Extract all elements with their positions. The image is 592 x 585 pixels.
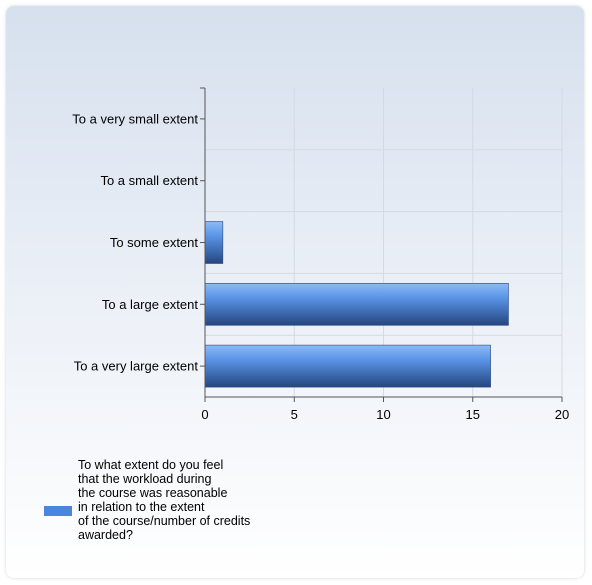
legend-label: To what extent do you feel that the work… [78,458,251,542]
category-label: To a very large extent [74,359,199,374]
category-label: To a small extent [100,173,198,188]
legend: To what extent do you feel that the work… [44,458,344,578]
x-tick-label: 15 [466,407,480,422]
bar-3 [204,282,509,326]
labels: To a very small extent To a small extent T… [72,111,569,422]
x-tick-label: 0 [201,407,208,422]
bar-2 [204,221,224,264]
x-tick-label: 10 [376,407,390,422]
category-label: To a very small extent [72,111,198,126]
x-tick-label: 5 [291,407,298,422]
category-label: To some extent [110,235,199,250]
legend-swatch [44,506,72,516]
category-label: To a large extent [102,297,199,312]
bar-4 [204,344,491,388]
bars [204,221,509,388]
x-tick-label: 20 [555,407,569,422]
grid [205,88,563,397]
axes [200,87,563,402]
